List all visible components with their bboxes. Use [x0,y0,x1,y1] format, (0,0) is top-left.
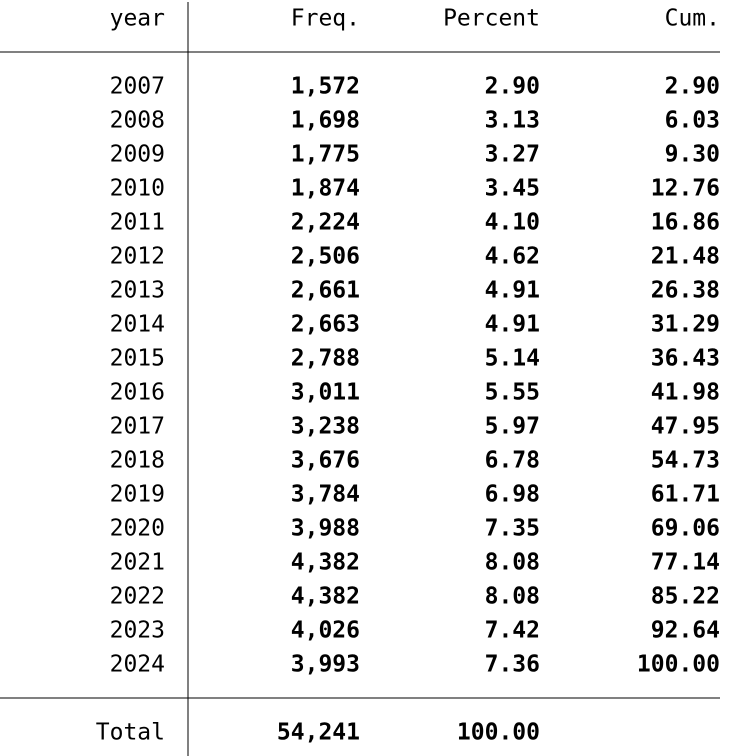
cell: 1,698 [291,108,360,134]
cell: 4.91 [485,312,540,338]
cell: 41.98 [651,380,720,406]
row-label: 2015 [110,346,165,372]
total-cell: 100.00 [457,720,540,746]
cell: 31.29 [651,312,720,338]
row-label: 2012 [110,244,165,270]
cell: 3,784 [291,482,360,508]
cell: 16.86 [651,210,720,236]
cell: 7.35 [485,516,540,542]
cell: 6.03 [665,108,720,134]
column-header: Freq. [291,6,360,32]
cell: 4.62 [485,244,540,270]
row-label: 2008 [110,108,165,134]
cell: 3.27 [485,142,540,168]
cell: 4,382 [291,584,360,610]
row-label: 2019 [110,482,165,508]
row-label: 2011 [110,210,165,236]
cell: 2.90 [665,74,720,100]
cell: 21.48 [651,244,720,270]
cell: 26.38 [651,278,720,304]
cell: 3,993 [291,652,360,678]
row-label: 2020 [110,516,165,542]
cell: 2,661 [291,278,360,304]
cell: 8.08 [485,584,540,610]
row-label: 2013 [110,278,165,304]
cell: 5.97 [485,414,540,440]
column-header: Cum. [665,6,720,32]
row-label: 2014 [110,312,165,338]
cell: 12.76 [651,176,720,202]
cell: 4,026 [291,618,360,644]
cell: 3,011 [291,380,360,406]
cell: 5.14 [485,346,540,372]
cell: 3.13 [485,108,540,134]
cell: 6.78 [485,448,540,474]
total-label: Total [96,720,165,746]
row-label: 2017 [110,414,165,440]
column-header: Percent [443,6,540,32]
cell: 6.98 [485,482,540,508]
row-label: 2007 [110,74,165,100]
cell: 2,506 [291,244,360,270]
cell: 100.00 [637,652,720,678]
row-label: 2024 [110,652,165,678]
cell: 7.36 [485,652,540,678]
row-label: 2022 [110,584,165,610]
cell: 1,874 [291,176,360,202]
cell: 36.43 [651,346,720,372]
cell: 4.91 [485,278,540,304]
cell: 9.30 [665,142,720,168]
cell: 61.71 [651,482,720,508]
row-label: 2018 [110,448,165,474]
cell: 4,382 [291,550,360,576]
cell: 92.64 [651,618,720,644]
cell: 3.45 [485,176,540,202]
cell: 54.73 [651,448,720,474]
column-header: year [110,6,165,32]
row-label: 2021 [110,550,165,576]
cell: 2.90 [485,74,540,100]
cell: 47.95 [651,414,720,440]
cell: 85.22 [651,584,720,610]
row-label: 2023 [110,618,165,644]
cell: 5.55 [485,380,540,406]
cell: 8.08 [485,550,540,576]
total-cell: 54,241 [277,720,360,746]
cell: 2,663 [291,312,360,338]
cell: 3,988 [291,516,360,542]
cell: 2,224 [291,210,360,236]
cell: 2,788 [291,346,360,372]
row-label: 2010 [110,176,165,202]
cell: 3,238 [291,414,360,440]
row-label: 2009 [110,142,165,168]
cell: 1,775 [291,142,360,168]
row-label: 2016 [110,380,165,406]
cell: 4.10 [485,210,540,236]
cell: 69.06 [651,516,720,542]
cell: 1,572 [291,74,360,100]
cell: 7.42 [485,618,540,644]
cell: 77.14 [651,550,720,576]
cell: 3,676 [291,448,360,474]
